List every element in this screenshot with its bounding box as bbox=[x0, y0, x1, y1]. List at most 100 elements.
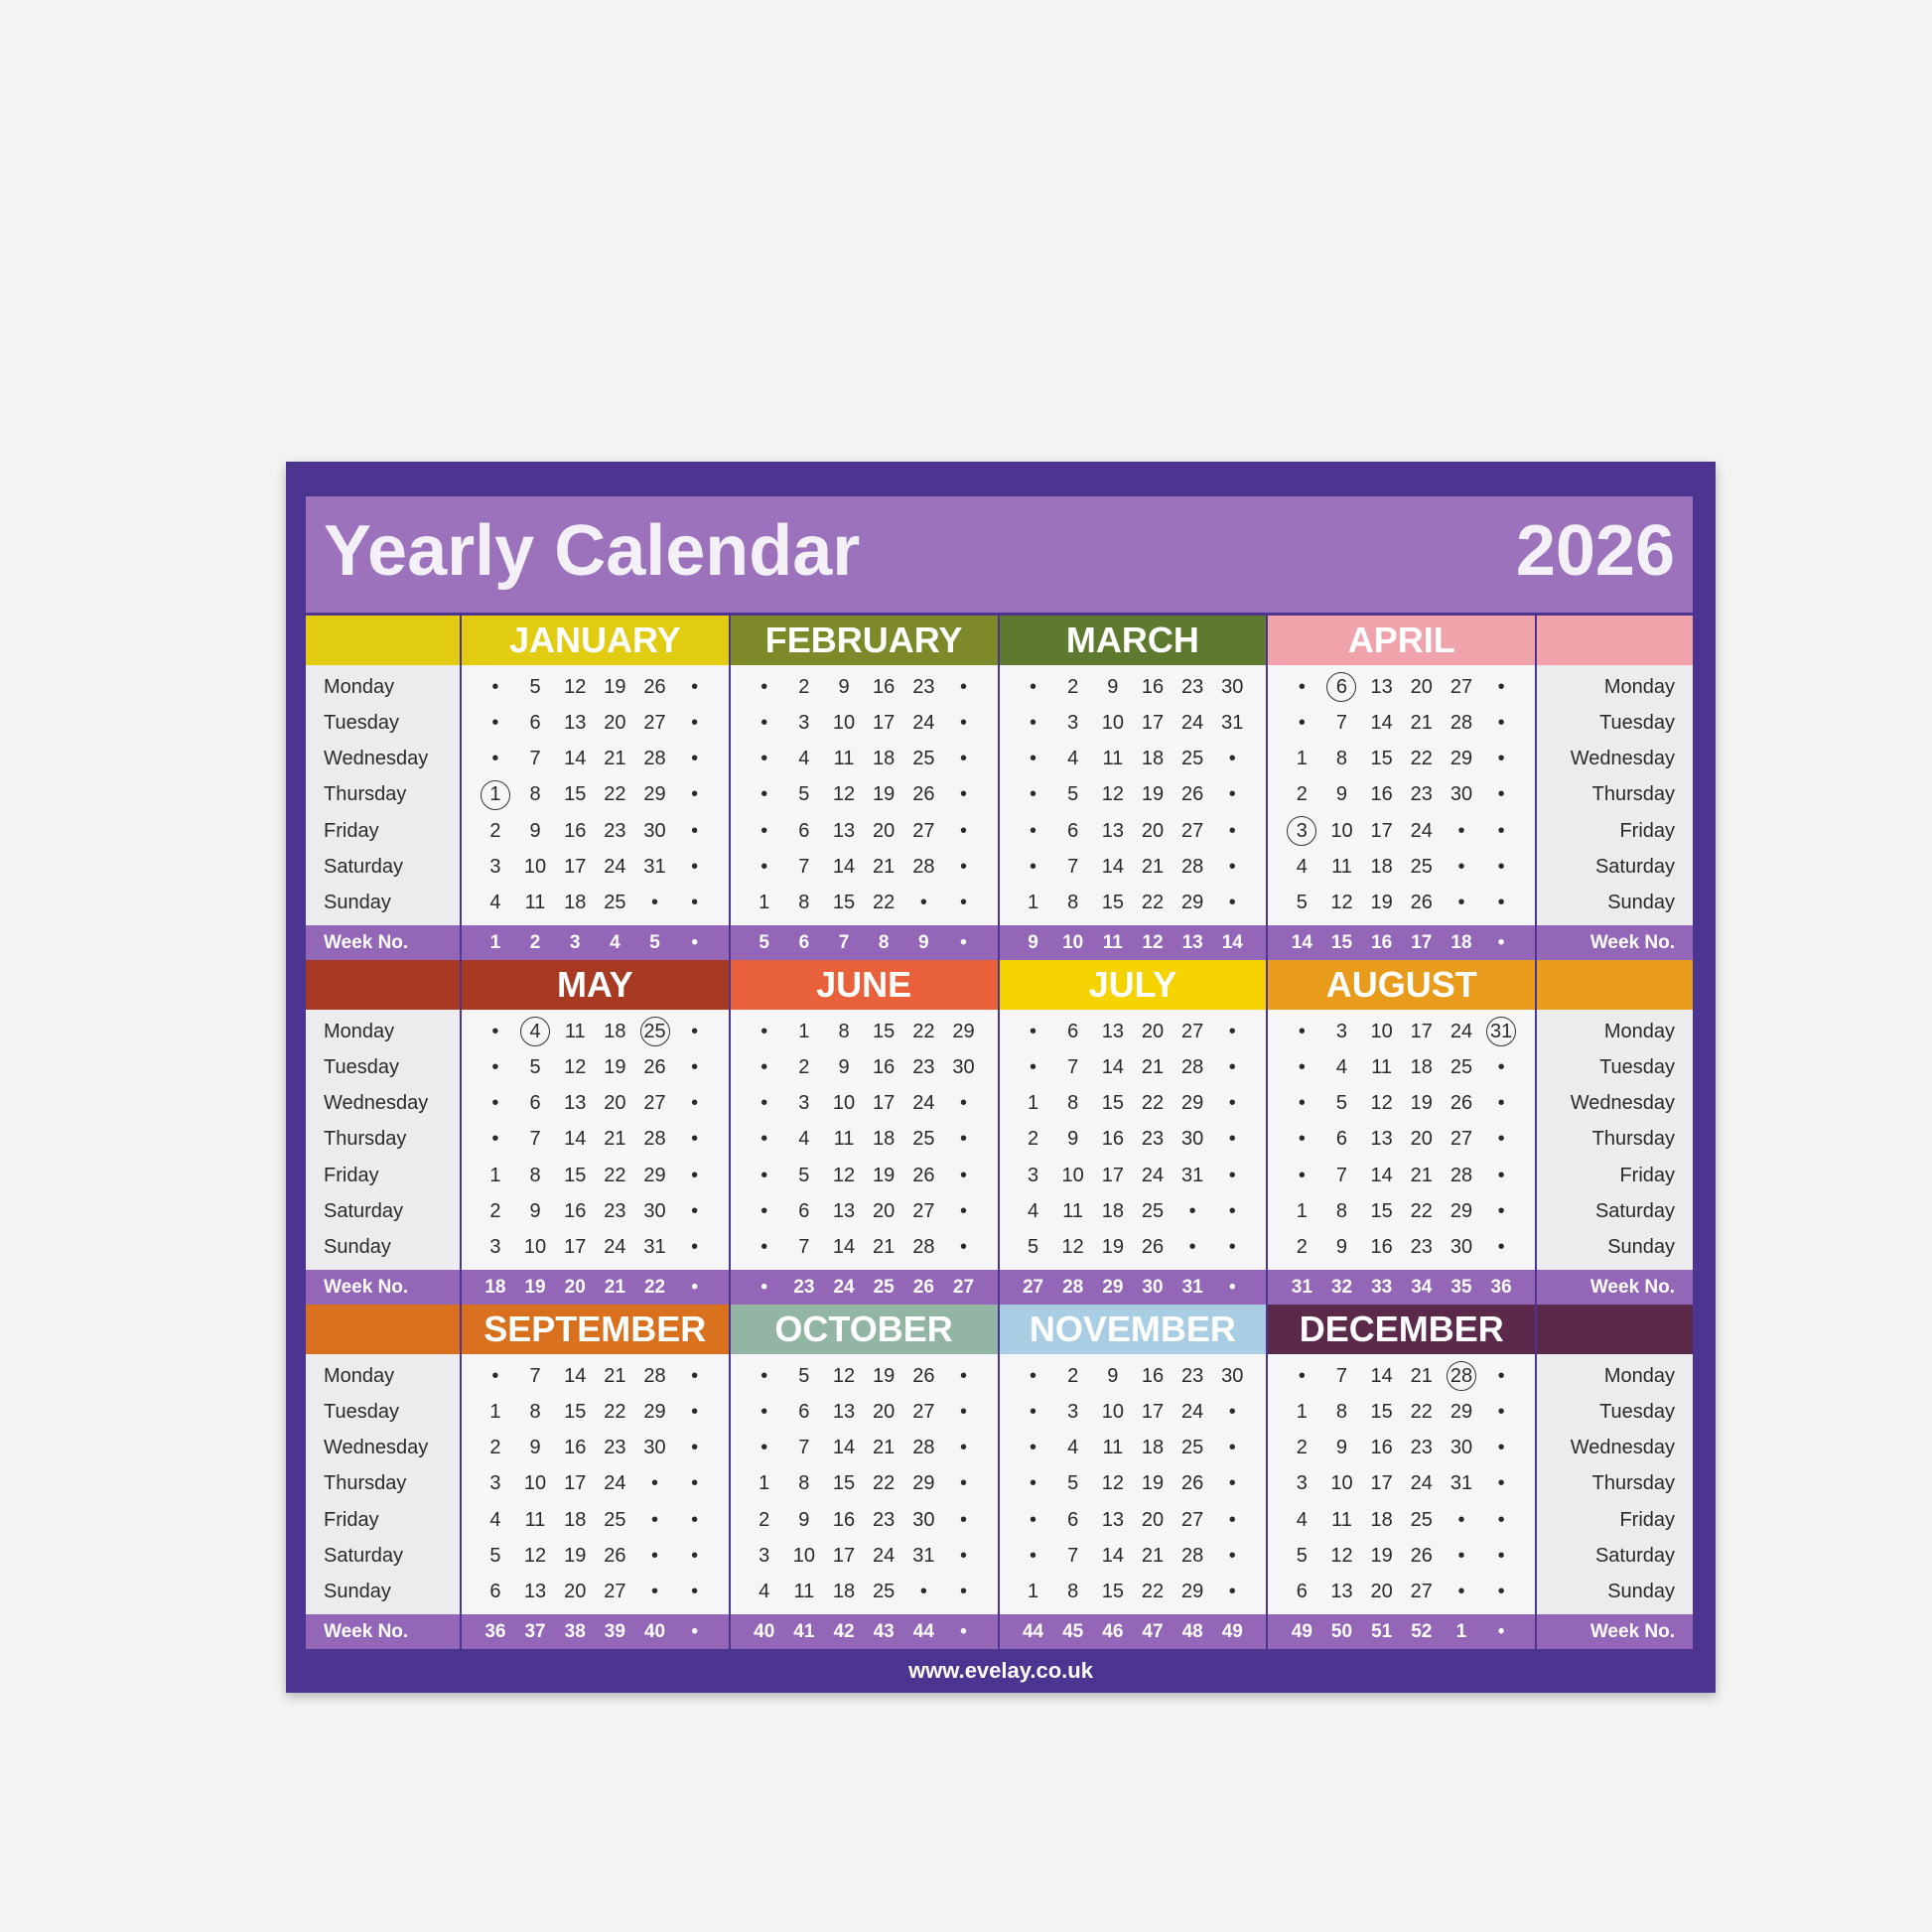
day-cell: 27 bbox=[643, 1092, 666, 1115]
day-cell: 1 bbox=[759, 892, 770, 914]
empty-day-dot: • bbox=[1030, 783, 1037, 806]
day-row: 1 8 15 22 29 • bbox=[1268, 742, 1535, 777]
month-august: AUGUST • 3 10 17 24 31 • 4 11 18 25 • • 5 12 19 26 • • 6 13 20… bbox=[1268, 960, 1538, 1305]
day-cell: 17 bbox=[564, 1236, 587, 1259]
empty-day-dot: • bbox=[760, 856, 768, 879]
week-number: 48 bbox=[1181, 1620, 1203, 1642]
month-name: JANUARY bbox=[461, 616, 729, 665]
day-cell: 18 bbox=[1101, 1200, 1124, 1223]
day-cell: 18 bbox=[1410, 1055, 1433, 1078]
empty-day-dot: • bbox=[1298, 1092, 1306, 1115]
day-row: • 4 11 18 25 • bbox=[731, 742, 998, 777]
empty-day-dot: • bbox=[959, 1164, 967, 1186]
day-cell: 6 bbox=[1067, 1508, 1079, 1531]
month-march: MARCH • 2 9 16 23 30 • 3 10 17 24 31 • 4 11 18 25 • • 5 12 19 2… bbox=[999, 616, 1269, 960]
day-cell: 2 bbox=[1296, 783, 1308, 806]
month-days: • 2 9 16 23 30 • 3 10 17 24 31 • 4 11 18 25 • • 5 12 19 26 • • 6 1… bbox=[999, 665, 1267, 925]
empty-day-dot: • bbox=[959, 1508, 967, 1531]
empty-day-dot: • bbox=[1497, 1545, 1505, 1568]
empty-day-dot: • bbox=[760, 1200, 768, 1223]
empty-day-dot: • bbox=[1457, 1545, 1465, 1568]
day-cell: 23 bbox=[604, 1200, 626, 1223]
day-cell: 25 bbox=[1410, 856, 1433, 879]
day-cell: 11 bbox=[1062, 1200, 1084, 1223]
day-cell: 27 bbox=[1181, 1020, 1204, 1042]
month-name: DECEMBER bbox=[1268, 1305, 1536, 1354]
day-cell: 4 bbox=[1067, 748, 1079, 770]
day-cell: 5 bbox=[1335, 1092, 1348, 1115]
month-days: • 1 8 15 22 29 • 2 9 16 23 30 • 3 10 17 24 • • 4 11 18 25 • • 5 12… bbox=[730, 1010, 998, 1270]
day-cell: 28 bbox=[643, 1364, 666, 1387]
day-row: • 6 13 20 27 • bbox=[462, 1086, 729, 1122]
day-cell: 4 bbox=[489, 892, 501, 914]
empty-day-dot: • bbox=[491, 1364, 499, 1387]
day-cell: 8 bbox=[1335, 748, 1348, 770]
week-number: 21 bbox=[604, 1276, 625, 1298]
day-cell: 24 bbox=[1141, 1164, 1165, 1186]
day-cell: 7 bbox=[529, 1128, 541, 1151]
empty-day-dot: • bbox=[1497, 711, 1505, 734]
day-cell: 27 bbox=[604, 1581, 626, 1603]
day-cell: 17 bbox=[873, 1092, 896, 1115]
day-cell: 11 bbox=[793, 1581, 815, 1603]
empty-day-dot: • bbox=[959, 892, 967, 914]
day-cell: 2 bbox=[798, 675, 810, 698]
day-row: 4 11 18 25 • • bbox=[1268, 1502, 1535, 1538]
weekday-label: Tuesday bbox=[324, 1400, 399, 1423]
title-band: Yearly Calendar 2026 bbox=[306, 496, 1693, 613]
day-cell: 22 bbox=[604, 1164, 626, 1186]
empty-day-dot: • bbox=[1030, 1472, 1037, 1495]
empty-day-dot: • bbox=[1228, 1128, 1236, 1151]
week-number: 18 bbox=[484, 1276, 506, 1298]
week-number: 14 bbox=[1221, 931, 1243, 953]
day-cell: 31 bbox=[912, 1545, 935, 1568]
day-row: • 7 14 21 28 • bbox=[462, 1358, 729, 1394]
empty-day-dot: • bbox=[1497, 892, 1505, 914]
day-cell: 25 bbox=[1449, 1055, 1473, 1078]
day-cell: 19 bbox=[1141, 1472, 1165, 1495]
day-cell: 26 bbox=[912, 1364, 935, 1387]
day-cell: 16 bbox=[1141, 675, 1165, 698]
day-cell: 20 bbox=[873, 819, 896, 842]
day-cell: 7 bbox=[1067, 856, 1079, 879]
day-cell: 2 bbox=[489, 819, 501, 842]
weekday-label: Thursday bbox=[324, 1128, 407, 1151]
day-cell: 2 bbox=[759, 1508, 770, 1531]
empty-day-dot: • bbox=[760, 819, 768, 842]
empty-day-dot: • bbox=[1457, 1581, 1465, 1603]
day-cell: 16 bbox=[832, 1508, 856, 1531]
day-cell: 5 bbox=[1067, 1472, 1079, 1495]
empty-day-dot: • bbox=[691, 1128, 699, 1151]
day-row: • 5 12 19 26 • bbox=[731, 1158, 998, 1193]
day-cell: 12 bbox=[1370, 1092, 1393, 1115]
month-july: JULY • 6 13 20 27 • • 7 14 21 28 • 1 8 15 22 29 • 2 9 16 23 30 •… bbox=[999, 960, 1269, 1305]
empty-day-dot: • bbox=[760, 711, 768, 734]
day-cell: 28 bbox=[643, 748, 666, 770]
holiday-day-cell: 31 bbox=[1483, 1017, 1519, 1047]
empty-day-dot: • bbox=[1298, 1055, 1306, 1078]
day-cell: 5 bbox=[1296, 892, 1308, 914]
day-cell: 25 bbox=[912, 1128, 935, 1151]
day-cell: 1 bbox=[489, 1164, 501, 1186]
empty-day-dot: • bbox=[1030, 819, 1037, 842]
weekday-label: Saturday bbox=[1594, 1545, 1676, 1568]
day-cell: 12 bbox=[1330, 1545, 1353, 1568]
month-name: SEPTEMBER bbox=[461, 1305, 729, 1354]
day-cell: 15 bbox=[1101, 1581, 1124, 1603]
empty-day-dot: • bbox=[1497, 675, 1505, 698]
day-cell: 25 bbox=[1181, 1437, 1204, 1459]
day-cell: 12 bbox=[1061, 1236, 1084, 1259]
day-cell: 4 bbox=[1067, 1437, 1079, 1459]
day-cell: 8 bbox=[1067, 1092, 1079, 1115]
day-row: • 7 14 21 28 • bbox=[1268, 705, 1535, 741]
day-row: • 3 10 17 24 31 bbox=[1268, 1014, 1535, 1049]
day-row: • 6 13 20 27 • bbox=[731, 1194, 998, 1230]
day-cell: 28 bbox=[912, 1236, 935, 1259]
day-cell: 14 bbox=[1370, 1164, 1393, 1186]
day-cell: 14 bbox=[1101, 856, 1124, 879]
day-cell: 21 bbox=[1410, 1364, 1433, 1387]
day-cell: 27 bbox=[643, 711, 666, 734]
day-cell: 11 bbox=[1102, 1437, 1124, 1459]
month-june: JUNE • 1 8 15 22 29 • 2 9 16 23 30 • 3 10 17 24 • • 4 11 18 25 •… bbox=[730, 960, 1000, 1305]
week-numbers: 9 10 11 12 13 14 bbox=[999, 925, 1267, 960]
